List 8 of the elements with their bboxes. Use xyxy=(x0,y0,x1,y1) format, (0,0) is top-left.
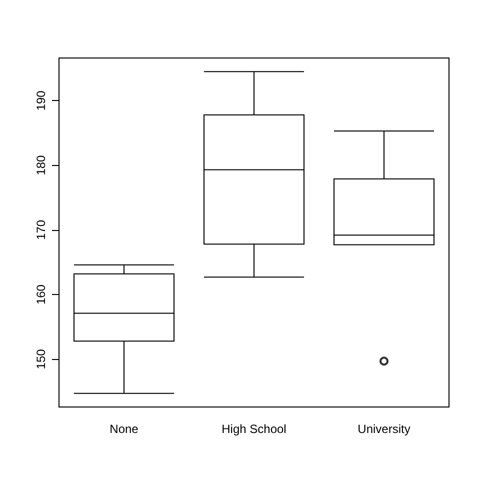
y-tick-label: 160 xyxy=(34,284,48,305)
y-tick-label: 150 xyxy=(34,348,48,370)
y-tick-label: 180 xyxy=(34,154,48,176)
x-tick-label: None xyxy=(110,422,139,436)
y-tick-label: 170 xyxy=(34,220,48,240)
x-tick-label: University xyxy=(358,422,410,436)
y-tick-label: 190 xyxy=(34,90,48,111)
x-tick-label: High School xyxy=(222,422,286,436)
